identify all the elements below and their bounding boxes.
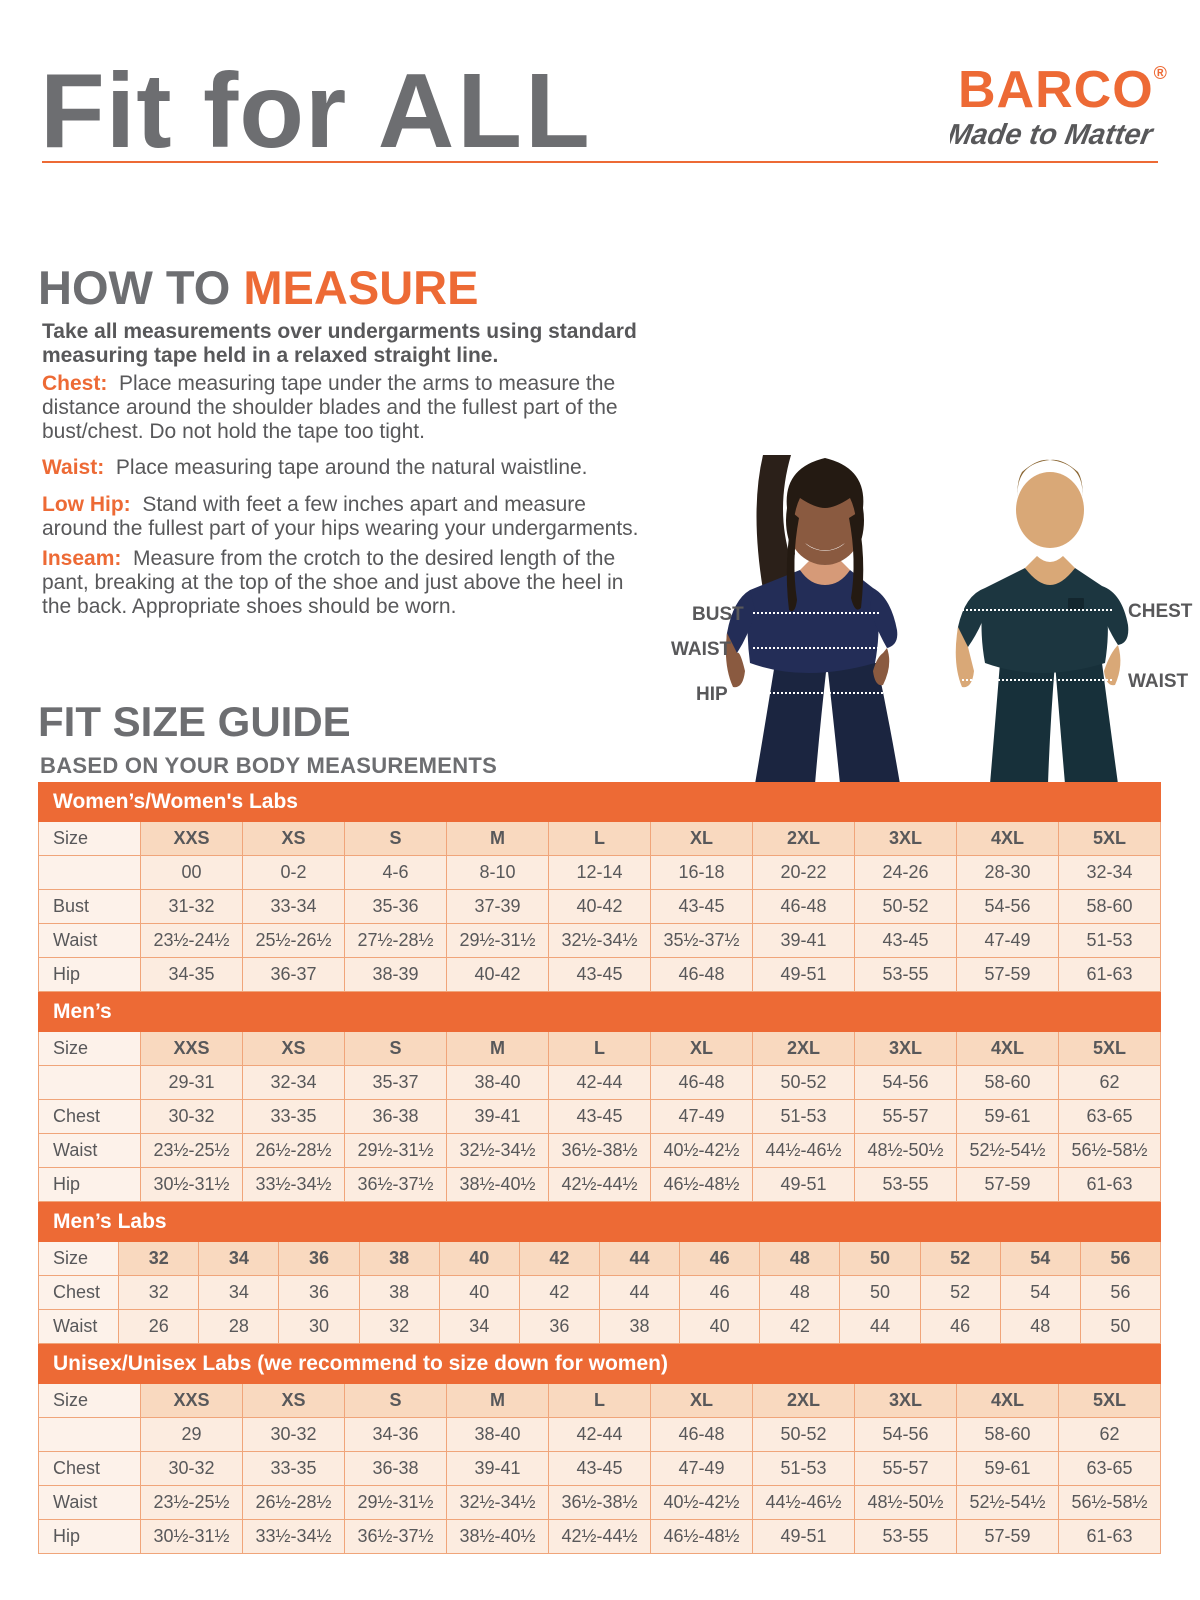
svg-text:Made to Matter: Made to Matter	[950, 119, 1157, 151]
